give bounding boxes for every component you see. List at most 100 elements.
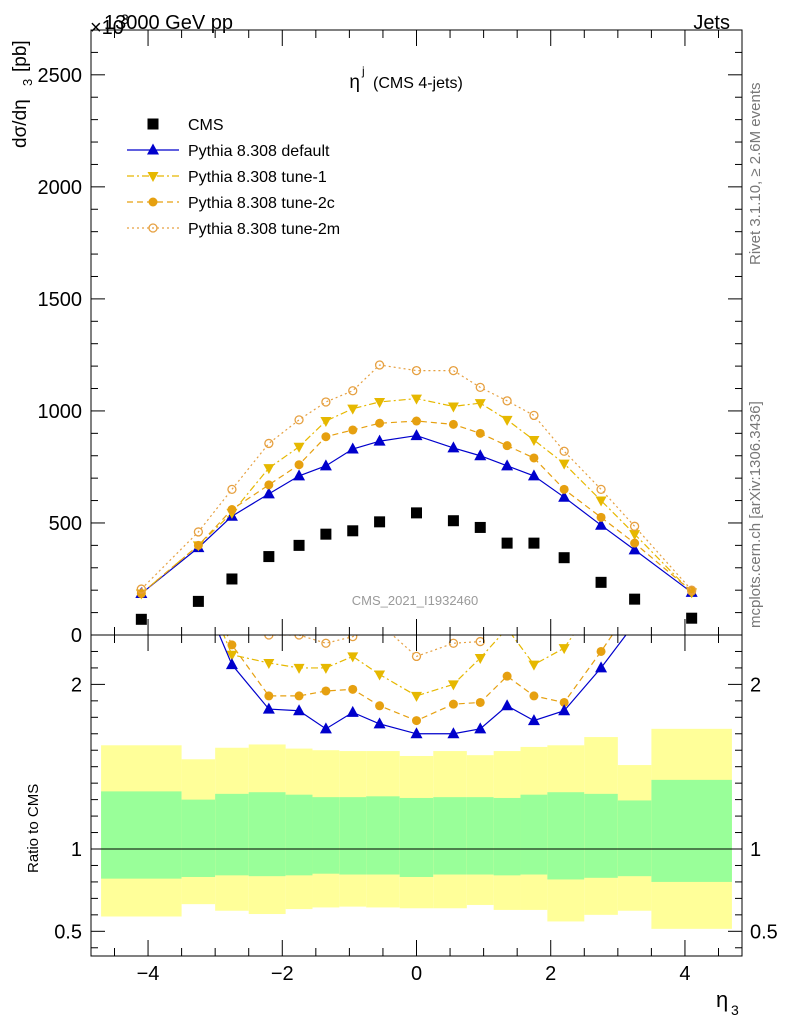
ratio-y-tick-label-left: 0.5: [54, 921, 82, 943]
main-point-pythia-8-308-tune-2c: [630, 538, 640, 548]
ratio-point-pythia-8-308-default: [225, 658, 238, 670]
y-label-unit: [pb]: [10, 40, 31, 72]
ratio-band-inner: [248, 792, 286, 877]
main-point-pythia-8-308-default: [558, 490, 571, 502]
main-point-pythia-8-308-default: [262, 487, 275, 499]
main-point-pythia-8-308-tune-2c: [596, 512, 606, 522]
main-panel: 0 500 1000 1500 2000 2500 CMS_2021_I1932460 η…: [10, 29, 743, 647]
main-point-pythia-8-308-tune-1: [411, 394, 422, 405]
main-point-pythia-8-308-default: [447, 441, 460, 453]
ratio-band-inner: [181, 799, 216, 877]
x-tick-label: −4: [137, 963, 160, 985]
main-point-cms: [686, 612, 698, 624]
ratio-panel: 0.5 0.5 1 1 2 2 −4 −2 0 2 4 Ratio to CMS η 3: [25, 516, 778, 1018]
main-point-pythia-8-308-tune-1: [447, 402, 459, 413]
ratio-y-tick-label-left: 2: [71, 674, 82, 696]
ratio-point-pythia-8-308-tune-1: [596, 590, 607, 600]
main-y-tick-label: 1500: [38, 289, 83, 311]
ratio-point-pythia-8-308-tune-2m: [137, 532, 145, 540]
header-left: 13000 GeV pp: [104, 12, 233, 34]
ratio-point-pythia-8-308-default: [373, 717, 386, 729]
ratio-point-pythia-8-308-tune-2c: [529, 691, 539, 701]
main-point-pythia-8-308-tune-2c: [475, 428, 485, 438]
ratio-point-pythia-8-308-default: [410, 727, 423, 739]
ratio-point-pythia-8-308-default: [447, 727, 460, 739]
main-point-pythia-8-308-tune-2m: [264, 438, 274, 449]
plot-title-sup: j: [361, 64, 365, 78]
ratio-point-pythia-8-308-default: [501, 699, 514, 711]
main-point-cms: [595, 576, 607, 588]
x-tick-label: −2: [271, 963, 294, 985]
ratio-point-pythia-8-308-tune-2c: [502, 671, 512, 681]
ratio-point-pythia-8-308-tune-2c: [475, 697, 485, 707]
ratio-line-pythia-8-308-tune-1: [223, 635, 574, 697]
main-point-pythia-8-308-tune-2m: [294, 415, 304, 425]
exponent-label: ×10: [90, 17, 124, 39]
ratio-point-pythia-8-308-tune-1: [558, 644, 570, 655]
x-axis-label: η: [716, 987, 728, 1012]
ratio-point-pythia-8-308-tune-1: [226, 650, 238, 661]
main-point-pythia-8-308-tune-2c: [559, 484, 569, 494]
ratio-band-inner: [651, 779, 732, 882]
legend-marker: [147, 172, 159, 182]
main-point-cms: [192, 595, 204, 607]
ratio-point-pythia-8-308-default: [319, 722, 332, 734]
x-tick-label: 4: [679, 963, 690, 985]
legend-marker: [148, 197, 158, 207]
y-label-main: dσ/dη: [10, 99, 31, 148]
plot-title: η: [349, 72, 360, 93]
main-point-cms: [226, 573, 238, 585]
ratio-point-pythia-8-308-tune-2c: [412, 716, 421, 726]
ratio-point-pythia-8-308-tune-1: [293, 663, 305, 674]
main-point-cms: [528, 537, 540, 549]
main-line-pythia-8-308-tune-1: [140, 397, 693, 595]
main-point-pythia-8-308-tune-1: [474, 399, 486, 410]
ratio-point-pythia-8-308-default: [346, 705, 359, 717]
main-point-pythia-8-308-tune-2m: [529, 410, 539, 421]
ratio-band-inner: [215, 793, 249, 876]
ratio-band-inner: [584, 793, 618, 878]
main-point-pythia-8-308-default: [628, 543, 641, 555]
main-point-pythia-8-308-tune-1: [528, 436, 540, 447]
main-point-pythia-8-308-tune-1: [320, 417, 332, 428]
ratio-band-inner: [433, 797, 467, 875]
main-y-tick-label: 2000: [38, 177, 83, 199]
main-point-pythia-8-308-tune-2c: [412, 416, 421, 426]
main-point-cms: [293, 539, 305, 551]
ratio-point-pythia-8-308-tune-1: [447, 680, 459, 691]
main-point-pythia-8-308-tune-1: [263, 464, 275, 475]
ratio-point-pythia-8-308-tune-2m: [194, 516, 202, 524]
main-point-pythia-8-308-tune-2c: [348, 425, 358, 435]
ratio-band-inner: [547, 792, 585, 880]
ratio-point-pythia-8-308-tune-1: [374, 670, 386, 681]
ratio-band-inner: [466, 797, 494, 875]
plot-title-rest: (CMS 4-jets): [373, 75, 463, 92]
main-point-pythia-8-308-tune-1: [374, 397, 386, 408]
ratio-point-pythia-8-308-default: [135, 573, 147, 584]
main-point-cms: [135, 613, 147, 625]
main-point-pythia-8-308-default: [595, 518, 608, 530]
main-y-tick-label: 2500: [38, 65, 83, 87]
ratio-point-pythia-8-308-tune-1: [193, 570, 204, 580]
ratio-band-inner: [339, 797, 367, 875]
ratio-band-inner: [493, 797, 521, 876]
main-point-pythia-8-308-default: [373, 434, 386, 446]
ratio-point-pythia-8-308-tune-2m: [688, 565, 696, 573]
legend-label: Pythia 8.308 tune-2c: [188, 195, 335, 212]
ratio-point-pythia-8-308-tune-1: [263, 658, 275, 669]
ratio-point-pythia-8-308-default: [474, 722, 487, 734]
ratio-band-inner: [399, 797, 434, 877]
main-point-cms: [320, 528, 332, 540]
main-point-pythia-8-308-tune-1: [629, 530, 641, 541]
main-point-pythia-8-308-tune-2c: [193, 540, 203, 550]
main-y-tick-label: 1000: [38, 401, 83, 423]
ratio-point-pythia-8-308-tune-2c: [194, 570, 203, 579]
ratio-y-tick-label-left: 1: [71, 839, 82, 861]
legend-label: Pythia 8.308 tune-2m: [188, 221, 340, 238]
main-point-pythia-8-308-tune-2c: [529, 453, 539, 463]
ratio-point-pythia-8-308-tune-1: [528, 660, 540, 671]
ratio-point-pythia-8-308-tune-2m: [503, 608, 511, 616]
y-label-sub: 3: [20, 79, 35, 86]
main-point-pythia-8-308-tune-1: [595, 496, 607, 507]
